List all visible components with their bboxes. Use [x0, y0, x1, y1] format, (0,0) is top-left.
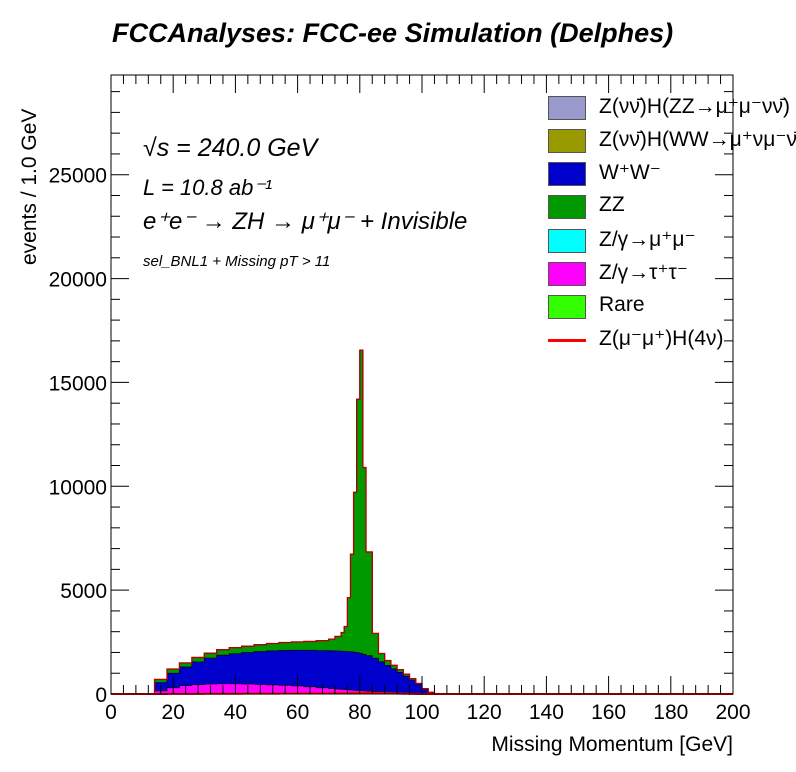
x-tick-label: 0 — [105, 701, 117, 724]
legend-item: Z(νν̄)H(ZZ→μ⁺μ⁻νν̄) — [548, 93, 796, 123]
legend-label: Z(μ⁻μ⁺)H(4ν) — [599, 327, 724, 350]
legend-swatch — [548, 96, 586, 120]
legend-label: Z(νν̄)H(ZZ→μ⁺μ⁻νν̄) — [599, 95, 790, 118]
legend-item: W⁺W⁻ — [548, 159, 796, 189]
energy-annotation: √s = 240.0 GeV — [143, 134, 318, 162]
y-tick-label: 20000 — [49, 269, 107, 292]
legend-item: Z(μ⁻μ⁺)H(4ν) — [548, 325, 796, 355]
axes: 0 20 40 60 80 100 120 140 160 180 200 0 5000 10000 150… — [49, 75, 751, 724]
legend-swatch — [548, 129, 586, 153]
x-tick-label: 40 — [224, 701, 247, 724]
y-tick-label: 15000 — [49, 372, 107, 395]
x-axis-label: Missing Momentum [GeV] — [491, 733, 733, 756]
legend-label: Z/γ→τ⁺τ⁻ — [599, 261, 688, 284]
x-tick-label: 20 — [162, 701, 185, 724]
legend-swatch — [548, 262, 586, 286]
y-tick-label: 10000 — [49, 476, 107, 499]
legend-item: Z(νν̄)H(WW→μ⁺νμ⁻ν̄) — [548, 126, 796, 156]
x-tick-label: 100 — [404, 701, 439, 724]
legend-item: Z/γ→τ⁺τ⁻ — [548, 259, 796, 289]
luminosity-annotation: L = 10.8 ab⁻¹ — [143, 175, 273, 200]
x-tick-label: 160 — [591, 701, 626, 724]
chart-title: FCCAnalyses: FCC-ee Simulation (Delphes) — [112, 18, 674, 48]
legend-label: ZZ — [599, 193, 625, 216]
legend-swatch — [548, 162, 586, 186]
legend-item: Z/γ→μ⁺μ⁻ — [548, 226, 796, 256]
y-axis-label: events / 1.0 GeV — [18, 108, 41, 265]
legend-label: Z(νν̄)H(WW→μ⁺νμ⁻ν̄) — [599, 128, 796, 151]
series-area — [145, 649, 441, 695]
y-tick-label: 0 — [95, 684, 107, 707]
legend-line-swatch — [548, 339, 586, 342]
x-tick-label: 180 — [653, 701, 688, 724]
stacked-histogram — [145, 349, 441, 695]
x-tick-label: 200 — [715, 701, 750, 724]
legend-item: Rare — [548, 292, 796, 322]
x-tick-label: 120 — [467, 701, 502, 724]
x-tick-label: 60 — [286, 701, 309, 724]
total-outline — [111, 349, 733, 695]
x-tick-label: 80 — [348, 701, 371, 724]
process-annotation: e⁺e⁻ → ZH → μ⁺μ⁻ + Invisible — [143, 208, 468, 235]
legend-label: Rare — [599, 293, 645, 316]
legend-label: Z/γ→μ⁺μ⁻ — [599, 228, 696, 251]
legend-swatch — [548, 195, 586, 219]
selection-annotation: sel_BNL1 + Missing pT > 11 — [143, 253, 331, 270]
legend-swatch — [548, 229, 586, 253]
legend-swatch — [548, 295, 586, 319]
y-tick-label: 25000 — [49, 165, 107, 188]
x-tick-label: 140 — [529, 701, 564, 724]
legend-label: W⁺W⁻ — [599, 161, 661, 184]
y-tick-label: 5000 — [60, 580, 107, 603]
legend-item: ZZ — [548, 192, 796, 222]
